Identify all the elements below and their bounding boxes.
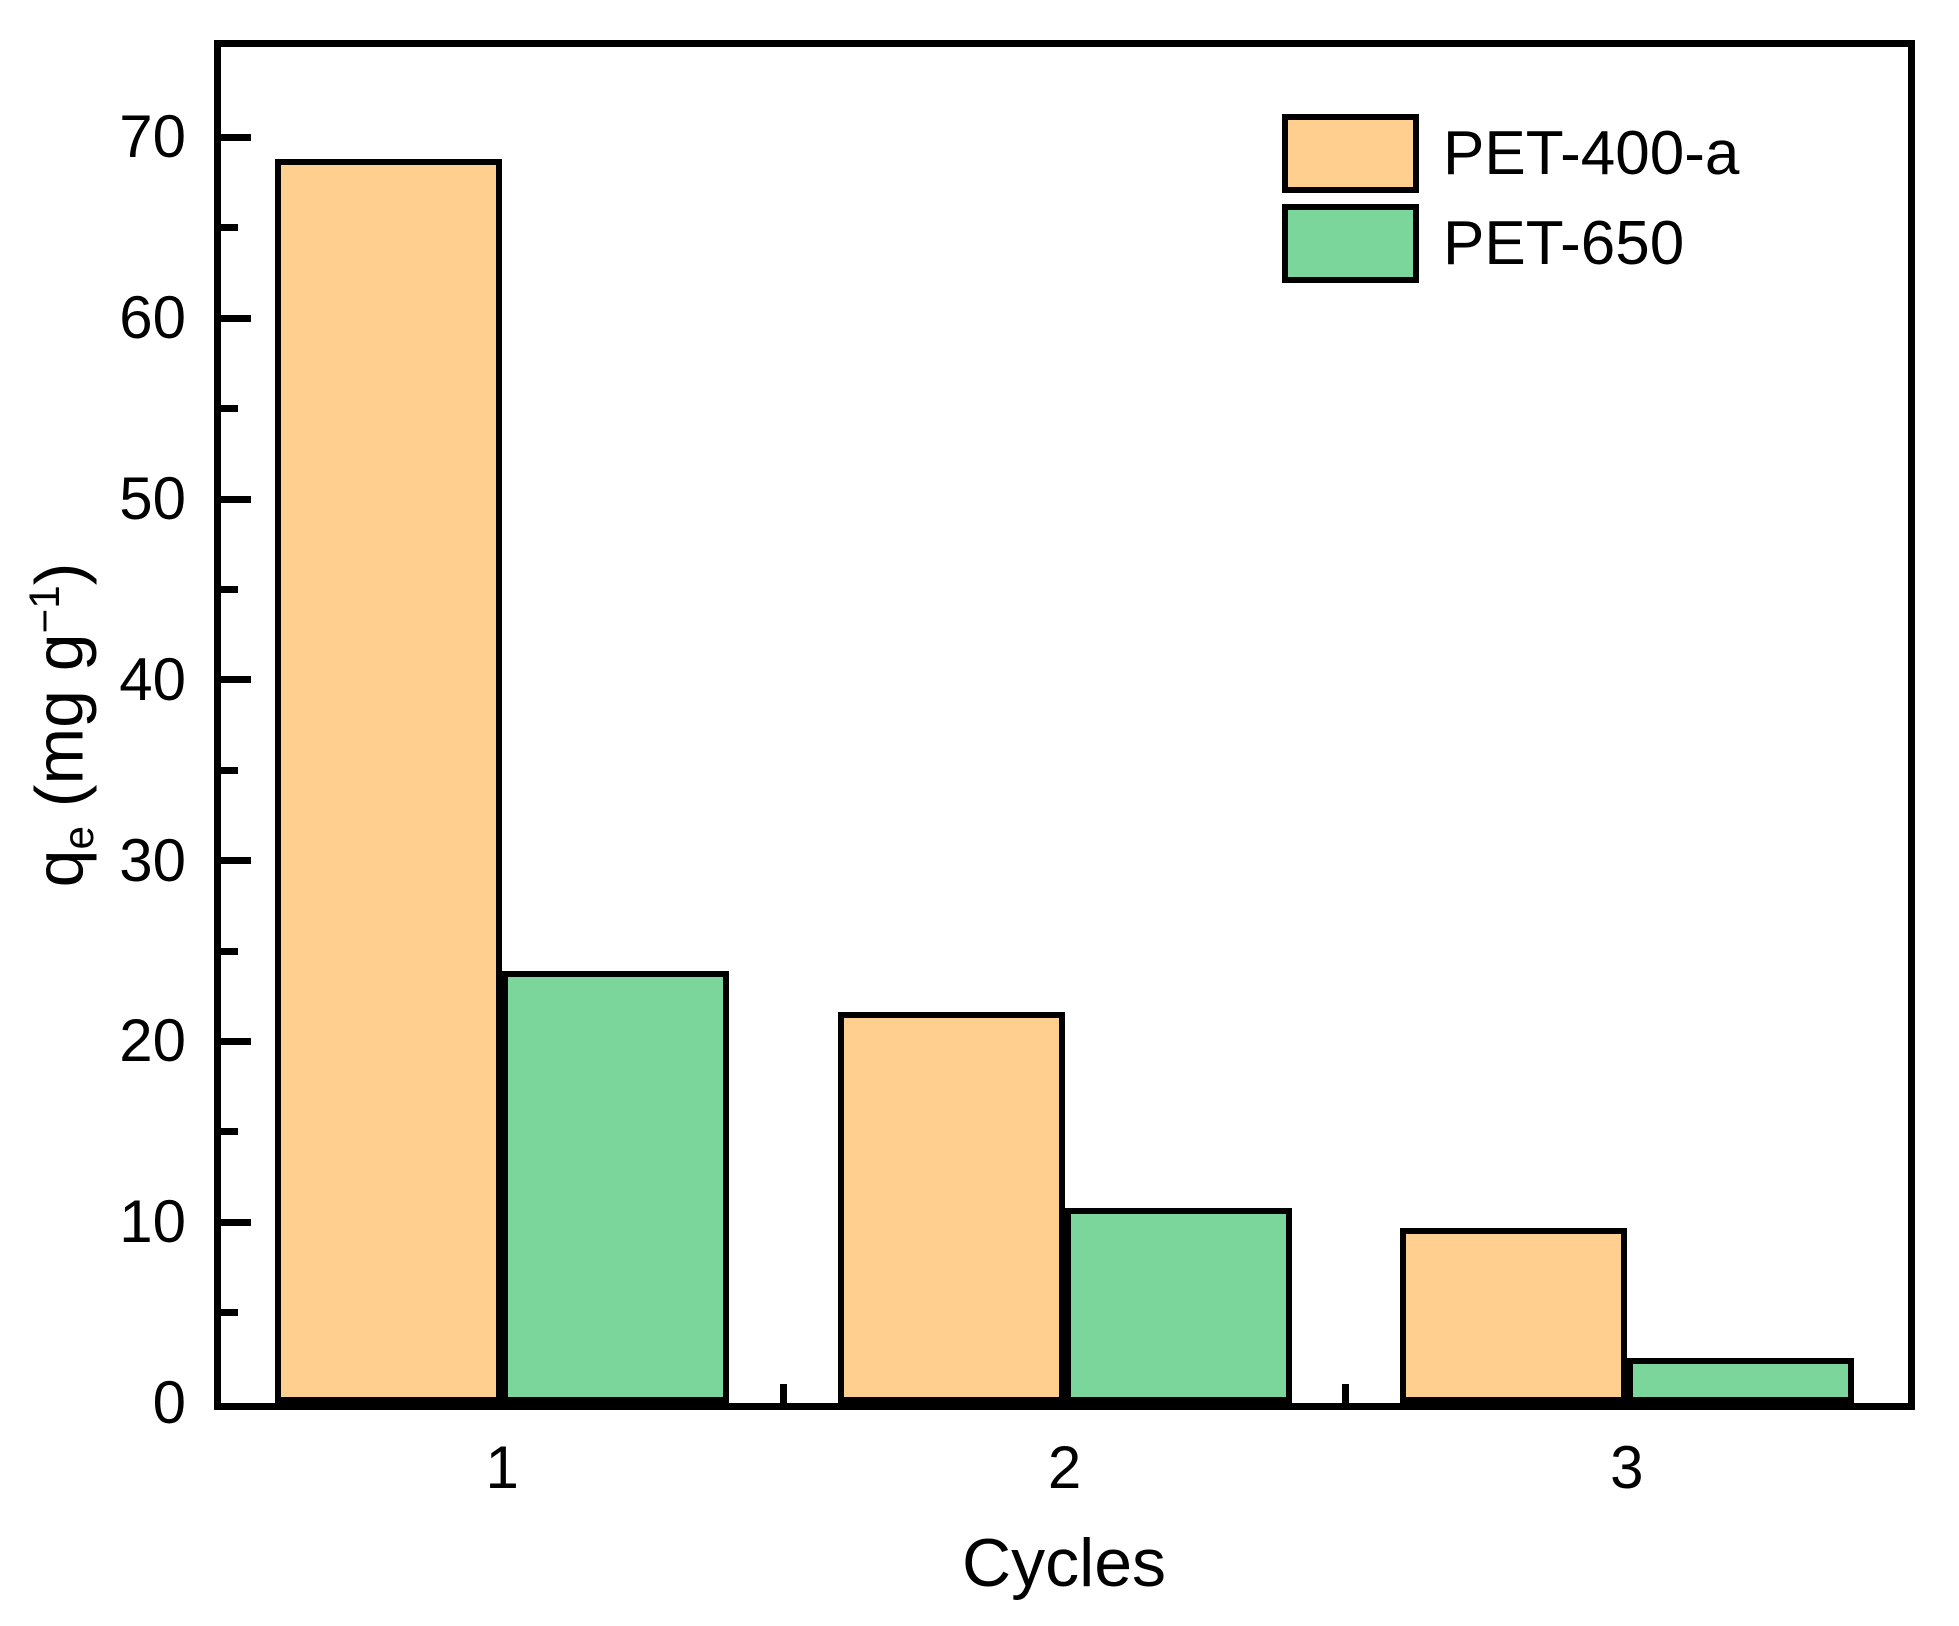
legend-label-pet-400-a: PET-400-a [1443,119,1740,188]
legend: PET-400-a PET-650 [1282,114,1739,283]
y-tick-10 [221,1218,251,1226]
y-tick-30 [221,857,251,865]
y-tick-label-60: 60 [119,284,186,352]
y-tick-55 [221,405,238,413]
y-tick-label-20: 20 [119,1007,186,1075]
y-tick-70 [221,133,251,141]
y-tick-label-0: 0 [152,1369,186,1436]
y-tick-40 [221,676,251,684]
y-tick-35 [221,766,238,774]
x-minor-tick-2 [1342,1384,1350,1403]
x-axis-title: Cycles [961,1525,1167,1601]
y-tick-20 [221,1037,251,1045]
y-tick-60 [221,314,251,322]
bar-pet-650-cycle-2 [1064,1207,1292,1403]
y-tick-label-10: 10 [119,1188,186,1256]
y-tick-label-30: 30 [119,826,186,894]
plot-area [214,40,1915,1410]
y-axis-title: qe (mg g−1) [10,563,114,888]
bar-pet-650-cycle-3 [1626,1357,1854,1403]
x-tick-label-1: 1 [485,1434,519,1501]
bar-pet-400-a-cycle-1 [275,159,503,1403]
y-tick-65 [221,224,238,232]
legend-swatch-pet-650 [1282,204,1419,283]
y-tick-25 [221,947,238,955]
y-axis-title-q: q [21,849,98,888]
y-tick-5 [221,1309,238,1317]
bar-pet-650-cycle-1 [502,970,730,1403]
y-tick-label-50: 50 [119,465,186,532]
y-axis-title-subscript: e [54,826,102,850]
y-axis-title-superscript: −1 [21,585,69,634]
x-minor-tick-1 [779,1384,787,1403]
x-tick-label-3: 3 [1610,1434,1644,1501]
y-tick-label-70: 70 [119,103,186,171]
y-tick-45 [221,585,238,593]
x-tick-label-2: 2 [1047,1434,1082,1501]
y-tick-label-40: 40 [119,645,186,713]
legend-item-pet-400-a: PET-400-a [1282,114,1739,193]
legend-label-pet-650: PET-650 [1443,209,1685,278]
legend-item-pet-650: PET-650 [1282,204,1739,283]
y-axis-title-close: ) [21,562,98,586]
bar-pet-400-a-cycle-3 [1399,1227,1627,1403]
y-tick-50 [221,495,251,503]
bar-pet-400-a-cycle-2 [837,1012,1065,1403]
y-tick-15 [221,1128,238,1136]
y-axis-title-units: (mg g [21,633,98,827]
legend-swatch-pet-400-a [1282,114,1419,193]
